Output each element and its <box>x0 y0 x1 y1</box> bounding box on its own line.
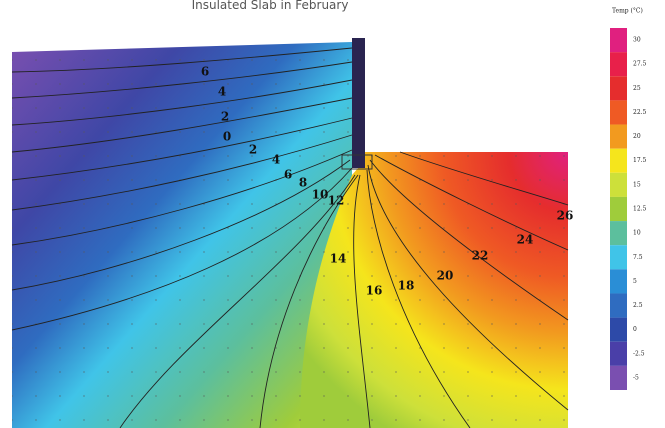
colorbar-tick-label: 20 <box>633 133 641 140</box>
contour-label: 20 <box>437 269 454 283</box>
colorbar-tick-label: 17.5 <box>633 157 647 164</box>
contour-line <box>11 134 353 211</box>
contour-label: 22 <box>472 249 489 263</box>
colorbar-tick-label: 30 <box>633 37 641 44</box>
colorbar-tick-label: 27.5 <box>633 61 647 68</box>
colorbar-tick-label: 7.5 <box>633 254 643 261</box>
colorbar-swatch <box>610 28 627 53</box>
contour-line <box>11 149 353 246</box>
colorbar-tick-label: 2.5 <box>633 302 643 309</box>
colorbar-tick-label: 10 <box>633 230 641 237</box>
contour-line <box>119 174 356 428</box>
contour-line <box>374 154 569 251</box>
colorbar-title: Temp (°C) <box>612 8 643 15</box>
colorbar-tick-label: 22.5 <box>633 109 647 116</box>
colorbar-tick-label: -2.5 <box>633 350 645 357</box>
field <box>12 38 568 428</box>
colorbar-swatch <box>610 341 627 366</box>
colorbar-tick-label: 25 <box>633 85 641 92</box>
colorbar-swatch <box>610 172 627 197</box>
colorbar-swatch <box>610 365 627 390</box>
contour-label: 2 <box>221 110 229 124</box>
contour-label: 18 <box>398 279 415 293</box>
colorbar-swatch <box>610 293 627 318</box>
chart-title: Insulated Slab in February <box>192 0 349 12</box>
colorbar-tick-label: 15 <box>633 181 641 188</box>
contour-label: 10 <box>312 188 329 202</box>
contour-label: 6 <box>201 65 209 79</box>
colorbar-tick-label: 12.5 <box>633 206 647 213</box>
contour-label: 6 <box>284 168 292 182</box>
contour-line <box>353 174 371 428</box>
contour-line <box>11 97 353 153</box>
colorbar-swatch <box>610 269 627 294</box>
colorbar-tick-label: -5 <box>633 374 639 381</box>
contour-label: 8 <box>299 176 307 190</box>
contour-line <box>366 169 471 428</box>
contour-line <box>11 167 353 331</box>
contour-line <box>11 61 353 99</box>
colorbar-swatch <box>610 76 627 101</box>
contour-line <box>11 79 353 126</box>
colorbar-swatch <box>610 317 627 342</box>
contour-line <box>11 47 353 73</box>
colorbar-swatch <box>610 100 627 125</box>
colorbar-tick-label: 5 <box>633 278 637 285</box>
contour-line <box>11 159 351 291</box>
contour-line <box>399 151 569 206</box>
wall <box>352 38 365 168</box>
colorbar-swatch <box>610 148 627 173</box>
colorbar: Temp (°C) 30 27.5 25 22.5 20 17.5 15 12.5 10 7.5 5… <box>610 8 647 390</box>
contour-label: 0 <box>223 130 231 144</box>
contour-label: 2 <box>249 143 257 157</box>
contour-label: 26 <box>557 209 574 223</box>
colorbar-swatch <box>610 196 627 222</box>
colorbar-swatch <box>610 124 627 149</box>
contour-label: 14 <box>330 252 347 266</box>
contour-line <box>369 159 569 321</box>
mesh-dots <box>12 42 568 428</box>
contour-label: 12 <box>328 194 345 208</box>
colorbar-tick-label: 0 <box>633 326 637 333</box>
colorbar-swatch <box>610 221 627 246</box>
contour-label: 4 <box>218 85 226 99</box>
contour-line <box>11 117 353 181</box>
contour-line <box>367 164 569 411</box>
colorbar-swatch <box>610 52 627 77</box>
contour-label: 4 <box>272 153 280 167</box>
colorbar-swatch <box>610 245 627 270</box>
contour-label: 24 <box>517 233 534 247</box>
contour-label: 16 <box>366 284 383 298</box>
contour-line <box>259 174 359 428</box>
